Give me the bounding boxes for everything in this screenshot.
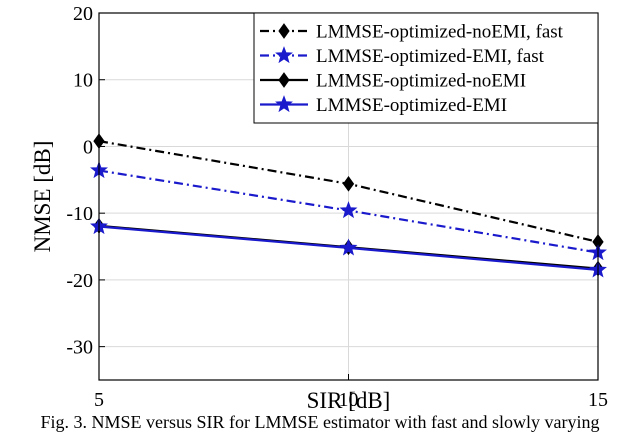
legend: LMMSE-optimized-noEMI, fast LMMSE-optimiz…	[253, 12, 599, 124]
legend-item: LMMSE-optimized-EMI, fast	[260, 46, 545, 67]
legend-swatch-marker	[278, 72, 290, 88]
y-tick-label: -20	[66, 270, 93, 292]
y-tick-label: 0	[83, 136, 93, 158]
y-tick-label: -30	[66, 337, 93, 359]
legend-label: LMMSE-optimized-EMI	[316, 95, 507, 116]
legend-box	[253, 12, 599, 124]
y-tick-label: 20	[73, 3, 93, 25]
tick-layer: 20 10 0 -10 -20 -30 5 10 15	[66, 3, 608, 411]
legend-item: LMMSE-optimized-noEMI, fast	[260, 22, 564, 43]
data-point	[339, 201, 358, 219]
legend-label: LMMSE-optimized-noEMI, fast	[316, 22, 564, 43]
y-tick-label: 10	[73, 70, 93, 92]
figure-caption: Fig. 3. NMSE versus SIR for LMMSE estima…	[40, 412, 600, 432]
legend-swatch-marker	[275, 46, 293, 64]
legend-item: LMMSE-optimized-noEMI	[260, 71, 526, 92]
nmse-chart: 20 10 0 -10 -20 -30 5 10 15 SIR [dB] NMSE [dB] L…	[30, 3, 608, 412]
legend-label: LMMSE-optimized-EMI, fast	[316, 46, 545, 67]
data-point	[339, 238, 358, 256]
legend-swatch-marker	[278, 23, 290, 39]
x-axis-label: SIR [dB]	[307, 388, 391, 412]
y-axis-label: NMSE [dB]	[30, 141, 55, 253]
data-point	[342, 175, 355, 192]
legend-item: LMMSE-optimized-EMI	[260, 95, 507, 116]
x-tick-label: 5	[94, 389, 104, 411]
legend-label: LMMSE-optimized-noEMI	[316, 71, 526, 92]
x-tick-label: 15	[588, 389, 608, 411]
legend-items: LMMSE-optimized-noEMI, fast LMMSE-optimiz…	[260, 22, 564, 116]
legend-swatch-marker	[275, 95, 293, 113]
x-tick-label: 10	[339, 389, 359, 411]
y-tick-label: -10	[66, 203, 93, 225]
